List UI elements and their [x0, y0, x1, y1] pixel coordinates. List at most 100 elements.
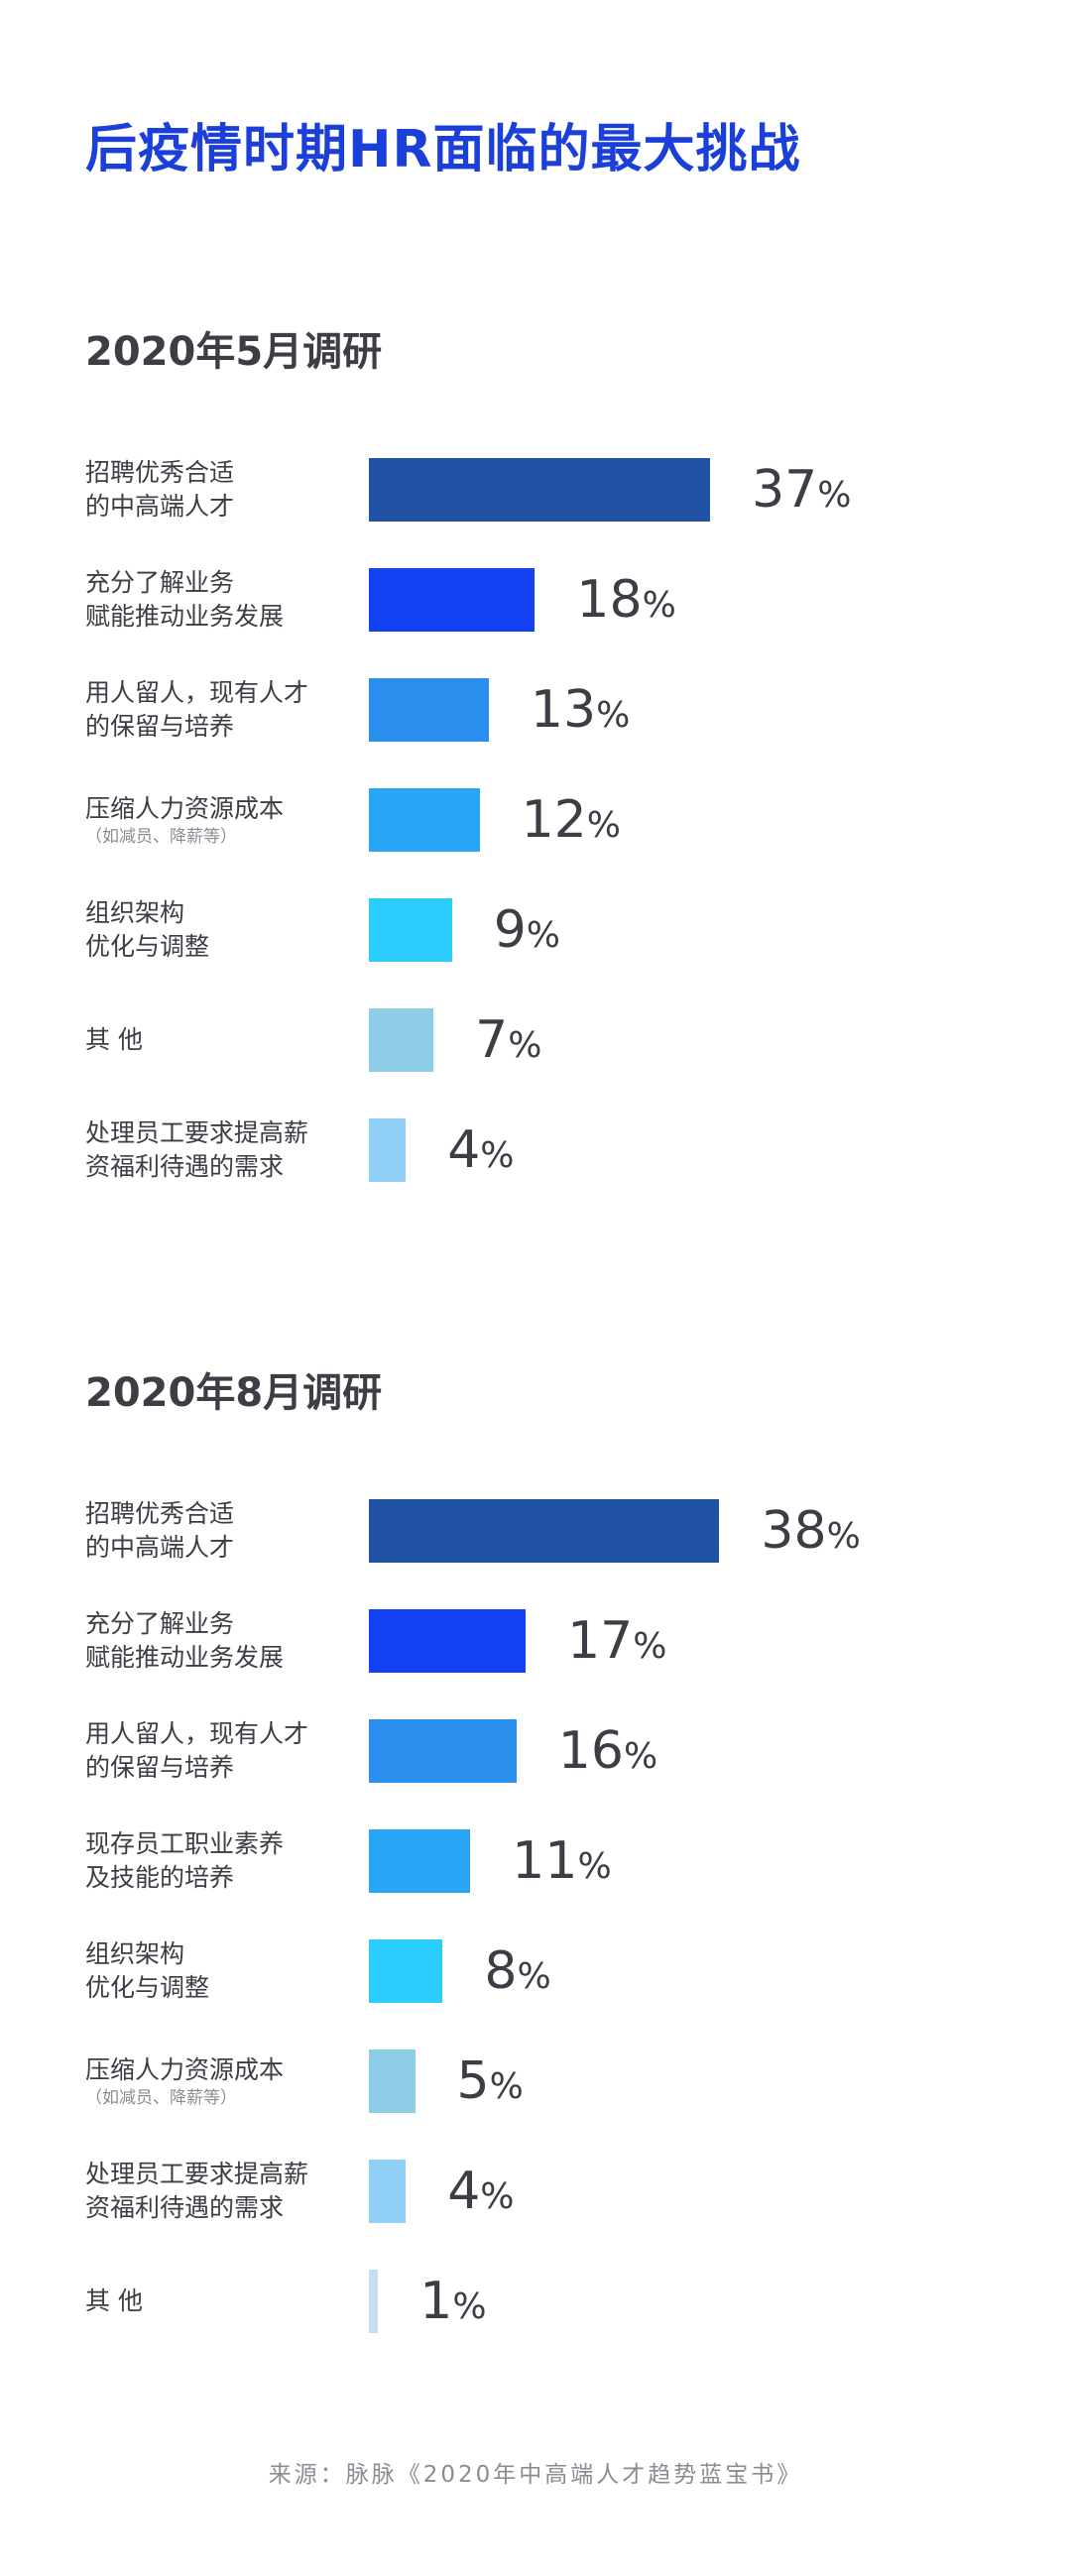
category-label-line: 其 他 [85, 1025, 143, 1054]
category-label: 招聘优秀合适 的中高端人才 [85, 1499, 363, 1563]
bar [369, 1719, 517, 1783]
value-label: 9% [494, 900, 560, 960]
bar [369, 1118, 407, 1182]
value-number: 13 [530, 680, 597, 740]
category-label-line: 处理员工要求提高薪 [85, 2160, 309, 2188]
category-label: 充分了解业务赋能推动业务发展 [85, 1609, 363, 1673]
category-label: 压缩人力资源成本 （如减员、降薪等） [85, 2049, 363, 2113]
category-label-line: 的中高端人才 [85, 1533, 235, 1562]
value-unit: % [633, 1626, 667, 1667]
bar-row: 充分了解业务 赋能推动业务发展 18% [0, 568, 1071, 657]
bar-row: 用人留人，现有人才 的保留与培养 16% [0, 1719, 1071, 1809]
category-label-line: 资福利待遇的需求 [85, 1152, 285, 1181]
bar [369, 1829, 471, 1893]
bar [369, 898, 452, 962]
value-unit: % [586, 805, 621, 846]
bar [369, 1008, 434, 1072]
category-label-line: 资福利待遇的需求 [85, 2193, 285, 2222]
value-unit: % [596, 695, 631, 736]
page-title: 后疫情时期HR面临的最大挑战 [85, 120, 801, 179]
category-label: 用人留人，现有人才 的保留与培养 [85, 678, 363, 742]
value-number: 38 [761, 1501, 827, 1561]
category-label-line: 的中高端人才 [85, 492, 235, 521]
bar-row: 组织架构优化与调整 8% [0, 1939, 1071, 2029]
value-label: 5% [457, 2051, 524, 2111]
value-number: 17 [567, 1611, 634, 1671]
value-unit: % [508, 1025, 542, 1066]
value-unit: % [577, 1846, 612, 1887]
bar [369, 458, 711, 522]
category-label-line: 组织架构 [85, 1939, 185, 1968]
category-label: 充分了解业务 赋能推动业务发展 [85, 568, 363, 632]
category-label-line: 组织架构 [85, 898, 185, 927]
value-number: 37 [752, 460, 818, 520]
value-unit: % [623, 1736, 658, 1777]
value-unit: % [826, 1516, 861, 1557]
bar-row: 压缩人力资源成本 （如减员、降薪等） 12% [0, 788, 1071, 878]
bar [369, 2160, 407, 2223]
category-note: （如减员、降薪等） [85, 827, 237, 847]
category-label-line: 招聘优秀合适 [85, 458, 235, 487]
category-label-line: 充分了解业务 [85, 568, 235, 597]
source-note: 来源：脉脉《2020年中高端人才趋势蓝宝书》 [268, 2462, 803, 2488]
bar-row: 处理员工要求提高薪 资福利待遇的需求 4% [0, 1118, 1071, 1208]
value-unit: % [526, 915, 560, 956]
category-label: 其 他 [85, 2270, 363, 2333]
value-label: 38% [761, 1501, 860, 1561]
value-unit: % [817, 475, 852, 516]
category-label-line: 其 他 [85, 2286, 143, 2315]
value-unit: % [489, 2066, 524, 2107]
bar [369, 1939, 443, 2003]
category-label-line: 优化与调整 [85, 1973, 210, 2002]
bar-row: 处理员工要求提高薪 资福利待遇的需求 4% [0, 2160, 1071, 2249]
bar [369, 678, 489, 742]
bar-row: 用人留人，现有人才 的保留与培养 13% [0, 678, 1071, 767]
bar-row: 招聘优秀合适 的中高端人才 37% [0, 458, 1071, 547]
bar-row: 充分了解业务赋能推动业务发展 17% [0, 1609, 1071, 1698]
value-label: 13% [531, 680, 630, 740]
bar [369, 2270, 379, 2333]
value-number: 5 [456, 2051, 490, 2111]
category-label: 处理员工要求提高薪 资福利待遇的需求 [85, 1118, 363, 1182]
value-number: 16 [557, 1721, 624, 1781]
value-label: 1% [419, 2272, 486, 2331]
category-label-line: 的保留与培养 [85, 1753, 235, 1782]
value-number: 4 [447, 1120, 481, 1180]
value-number: 4 [447, 2162, 481, 2221]
category-label-line: 的保留与培养 [85, 712, 235, 741]
category-label: 其 他 [85, 1008, 363, 1072]
section-title-may: 2020年5月调研 [85, 329, 383, 375]
bar [369, 568, 536, 632]
value-label: 7% [475, 1010, 541, 1070]
category-label-line: 用人留人，现有人才 [85, 1719, 309, 1748]
bar [369, 1499, 720, 1563]
category-label-line: 招聘优秀合适 [85, 1499, 235, 1528]
value-number: 18 [576, 570, 643, 630]
category-label-line: 充分了解业务 [85, 1609, 235, 1638]
category-label: 用人留人，现有人才 的保留与培养 [85, 1719, 363, 1783]
category-label: 组织架构 优化与调整 [85, 1939, 363, 2003]
value-number: 11 [512, 1831, 578, 1891]
category-label-line: 用人留人，现有人才 [85, 678, 309, 707]
value-label: 11% [512, 1831, 611, 1891]
value-label: 17% [567, 1611, 666, 1671]
bar [369, 1609, 527, 1673]
value-label: 8% [484, 1941, 550, 2001]
category-label-line: 现存员工职业素养 [85, 1829, 285, 1858]
category-label-line: 赋能推动业务发展 [85, 1643, 285, 1672]
value-number: 7 [475, 1010, 509, 1070]
category-label: 现存员工职业素养 及技能的培养 [85, 1829, 363, 1893]
category-label-line: 处理员工要求提高薪 [85, 1118, 309, 1147]
bar-row: 其 他 1% [0, 2270, 1071, 2359]
value-number: 1 [419, 2272, 453, 2331]
value-label: 16% [558, 1721, 657, 1781]
value-label: 18% [576, 570, 675, 630]
category-label-line: 及技能的培养 [85, 1863, 235, 1892]
category-note: （如减员、降薪等） [85, 2088, 237, 2108]
bar-row: 压缩人力资源成本 （如减员、降薪等） 5% [0, 2049, 1071, 2139]
bar-row: 其 他 7% [0, 1008, 1071, 1098]
bar-row: 组织架构 优化与调整 9% [0, 898, 1071, 988]
category-label: 压缩人力资源成本 （如减员、降薪等） [85, 788, 363, 852]
bar-row: 招聘优秀合适 的中高端人才 38% [0, 1499, 1071, 1588]
value-label: 12% [522, 790, 621, 850]
